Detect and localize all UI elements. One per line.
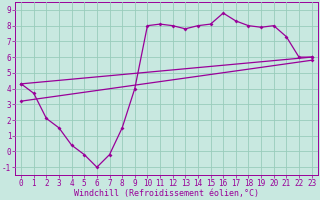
X-axis label: Windchill (Refroidissement éolien,°C): Windchill (Refroidissement éolien,°C) [74,189,259,198]
